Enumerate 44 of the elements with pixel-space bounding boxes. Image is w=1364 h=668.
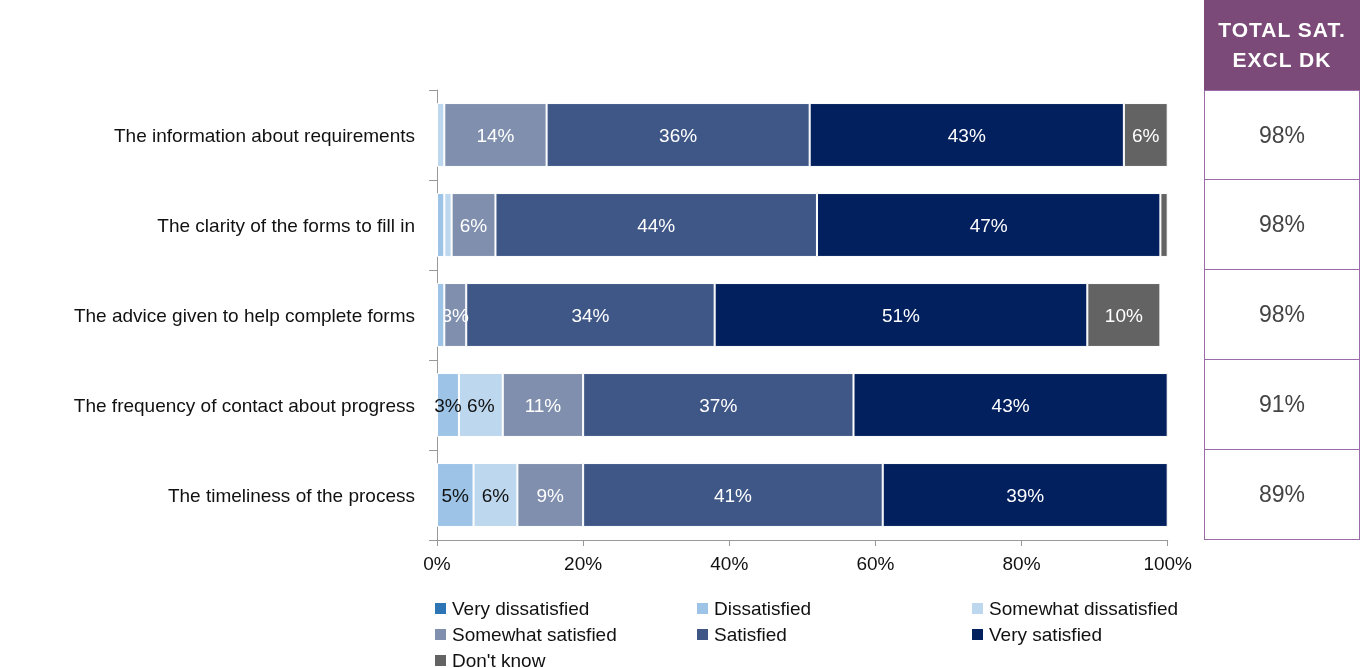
data-label: 36% bbox=[659, 124, 698, 146]
y-tick-label: The advice given to help complete forms bbox=[73, 304, 415, 326]
text: 98% bbox=[1204, 90, 1360, 180]
data-label: 37% bbox=[699, 394, 738, 416]
x-tick-label: 40% bbox=[710, 553, 749, 574]
text: 91% bbox=[1204, 360, 1360, 450]
data-label: 6% bbox=[481, 484, 510, 506]
legend-label: Somewhat satisfied bbox=[452, 624, 617, 645]
data-label: 44% bbox=[637, 214, 676, 236]
x-tick-label: 20% bbox=[564, 553, 603, 574]
text: 98% bbox=[1204, 270, 1360, 360]
data-label: 6% bbox=[1132, 124, 1160, 146]
data-label: 3% bbox=[434, 394, 462, 416]
legend-label: Somewhat dissatisfied bbox=[989, 598, 1179, 619]
y-tick-label: The clarity of the forms to fill in bbox=[157, 214, 415, 236]
data-label: 41% bbox=[713, 484, 753, 506]
data-label: 43% bbox=[947, 124, 986, 146]
data-label: 10% bbox=[1104, 304, 1143, 326]
data-label: 5% bbox=[441, 484, 470, 506]
legend-label: Satisfied bbox=[714, 624, 787, 645]
data-label: 47% bbox=[969, 214, 1008, 236]
data-label: 6% bbox=[467, 394, 495, 416]
data-label: 34% bbox=[571, 304, 610, 326]
text: 89% bbox=[1204, 450, 1360, 540]
data-label: 9% bbox=[536, 484, 565, 506]
text: 98% bbox=[1204, 180, 1360, 270]
data-label: 51% bbox=[881, 304, 921, 326]
y-tick-label: The information about requirements bbox=[114, 124, 415, 146]
data-label: 43% bbox=[991, 394, 1030, 416]
legend-label: Dissatisfied bbox=[714, 598, 812, 619]
legend-label: Very dissatisfied bbox=[452, 598, 590, 619]
legend-label: Don't know bbox=[452, 650, 546, 668]
x-tick-label: 100% bbox=[1143, 553, 1193, 574]
y-tick-label: The frequency of contact about progress bbox=[73, 394, 415, 416]
legend-label: Very satisfied bbox=[989, 624, 1102, 645]
text: TOTAL SAT. EXCL DK bbox=[1204, 0, 1360, 90]
y-tick-label: The timeliness of the process bbox=[167, 484, 415, 506]
x-tick-label: 80% bbox=[1002, 553, 1041, 574]
data-label: 11% bbox=[524, 394, 562, 416]
data-label: 6% bbox=[459, 214, 488, 236]
data-label: 14% bbox=[476, 124, 515, 146]
data-label: 39% bbox=[1006, 484, 1045, 506]
x-tick-label: 60% bbox=[856, 553, 895, 574]
x-tick-label: 0% bbox=[423, 553, 451, 574]
